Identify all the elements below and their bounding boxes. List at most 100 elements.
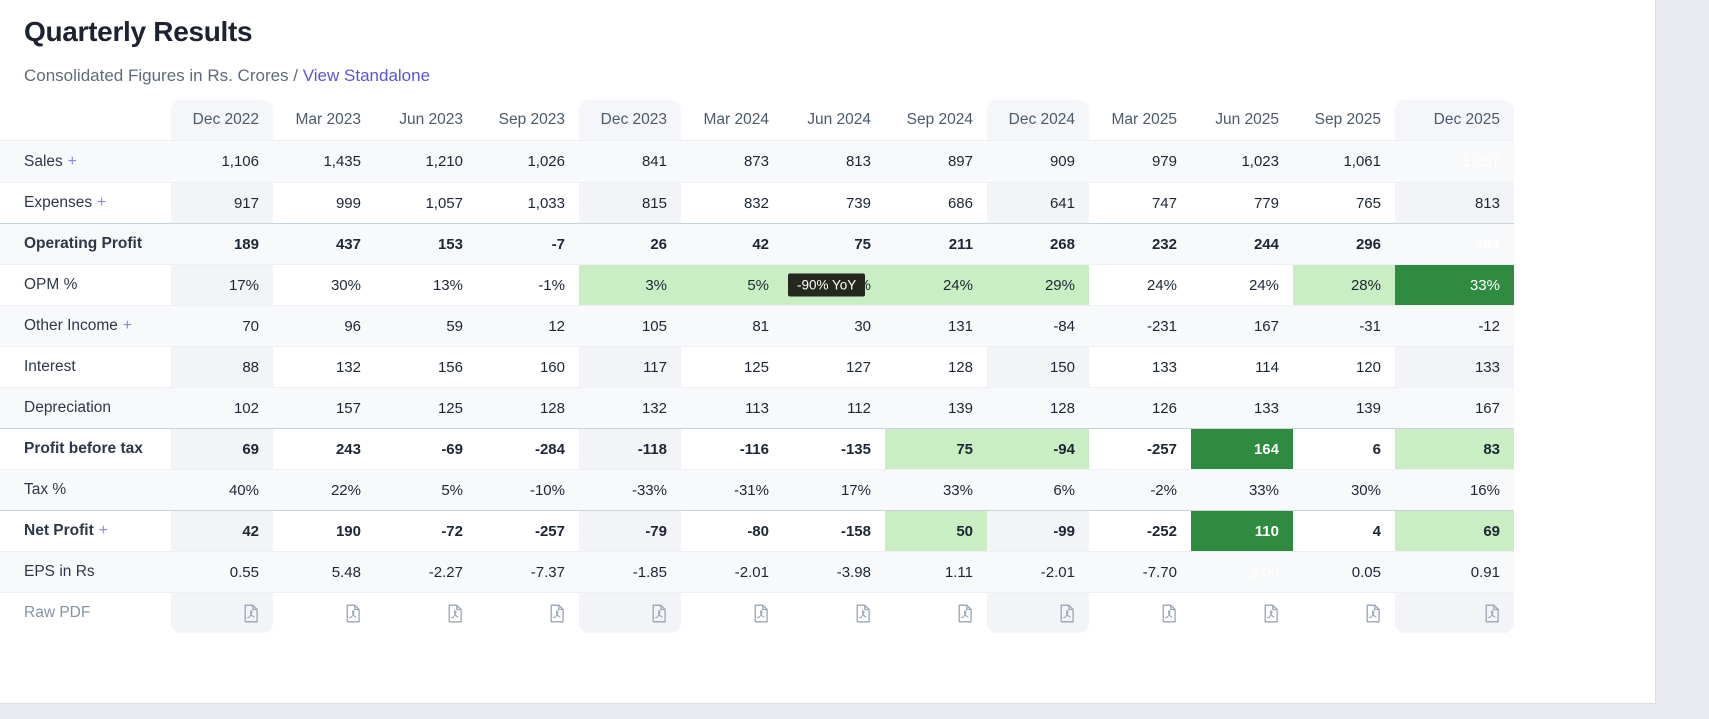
table-cell: 0.55 xyxy=(171,551,273,592)
table-cell: 167 xyxy=(1395,387,1514,428)
table-cell: 133 xyxy=(1089,346,1191,387)
table-cell: 641 xyxy=(987,182,1089,223)
table-cell: 813 xyxy=(783,141,885,182)
table-cell: 88 xyxy=(171,346,273,387)
table-cell: 5% xyxy=(375,469,477,510)
column-header: Jun 2024 xyxy=(783,100,885,141)
table-cell: 105 xyxy=(579,305,681,346)
row-label: Tax % xyxy=(0,469,171,510)
column-header: Sep 2025 xyxy=(1293,100,1395,141)
table-cell: -31% xyxy=(681,469,783,510)
table-cell: 747 xyxy=(1089,182,1191,223)
table-cell: -2.27 xyxy=(375,551,477,592)
table-cell: -99 xyxy=(987,510,1089,551)
quarterly-results-table: Dec 2022 Mar 2023 Jun 2023 Sep 2023 Dec 2023… xyxy=(0,100,1514,633)
table-cell: 268 xyxy=(987,223,1089,264)
table-row: Profit before tax 69 243 -69 -284 -118 -116 -13… xyxy=(0,428,1514,469)
table-row: Expenses +917 999 1,057 1,033 815 832 739 686 641… xyxy=(0,182,1514,223)
table-cell: -10% xyxy=(477,469,579,510)
subtitle: Consolidated Figures in Rs. Crores / Vie… xyxy=(24,65,1631,87)
yoy-tooltip: -90% YoY xyxy=(788,273,866,297)
pdf-file-icon[interactable] xyxy=(579,592,681,633)
table-cell: -284 xyxy=(477,428,579,469)
table-cell: 167 xyxy=(1191,305,1293,346)
table-cell: -7.37 xyxy=(477,551,579,592)
expand-row-button[interactable]: + xyxy=(122,317,132,334)
pdf-file-icon[interactable] xyxy=(1293,592,1395,633)
table-cell: 160 xyxy=(477,346,579,387)
table-cell: -257 xyxy=(1089,428,1191,469)
table-cell: 153 xyxy=(375,223,477,264)
table-cell: 0.91 xyxy=(1395,551,1514,592)
table-cell: 133 xyxy=(1191,387,1293,428)
table-cell: 437 xyxy=(273,223,375,264)
column-header: Sep 2024 xyxy=(885,100,987,141)
corner-cell xyxy=(0,100,171,141)
table-header-row: Dec 2022 Mar 2023 Jun 2023 Sep 2023 Dec 2023… xyxy=(0,100,1514,141)
pdf-file-icon[interactable] xyxy=(273,592,375,633)
table-cell: 211 xyxy=(885,223,987,264)
table-cell: 1,106 xyxy=(171,141,273,182)
pdf-file-icon[interactable] xyxy=(783,592,885,633)
table-cell: -158 xyxy=(783,510,885,551)
table-cell: 17% xyxy=(783,469,885,510)
table-row: Net Profit +42 190 -72 -257 -79 -80 -158 50 -99 -2… xyxy=(0,510,1514,551)
column-header: Mar 2023 xyxy=(273,100,375,141)
row-label: Interest xyxy=(0,346,171,387)
table-cell: 832 xyxy=(681,182,783,223)
column-header: Mar 2025 xyxy=(1089,100,1191,141)
table-cell: 3% xyxy=(579,264,681,305)
pdf-file-icon[interactable] xyxy=(681,592,783,633)
column-header: Sep 2023 xyxy=(477,100,579,141)
table-row: EPS in Rs 0.55 5.48 -2.27 -7.37 -1.85 -2.01 -3.… xyxy=(0,551,1514,592)
table-cell: 4 xyxy=(1293,510,1395,551)
table-cell: -1.85 xyxy=(579,551,681,592)
pdf-file-icon[interactable] xyxy=(375,592,477,633)
table-cell: 1,023 xyxy=(1191,141,1293,182)
pdf-file-icon[interactable] xyxy=(885,592,987,633)
table-cell: 29% xyxy=(987,264,1089,305)
table-cell: 16% xyxy=(1395,469,1514,510)
row-label: Expenses + xyxy=(0,182,171,223)
table-cell: 1,435 xyxy=(273,141,375,182)
pdf-file-icon[interactable] xyxy=(1191,592,1293,633)
table-cell: 5% xyxy=(681,264,783,305)
table-cell: 75 xyxy=(783,223,885,264)
table-cell: 917 xyxy=(171,182,273,223)
table-cell: 42 xyxy=(171,510,273,551)
column-header: Mar 2024 xyxy=(681,100,783,141)
section-header: Quarterly Results Consolidated Figures i… xyxy=(0,14,1655,87)
expand-row-button[interactable]: + xyxy=(97,194,107,211)
table-cell: 909 xyxy=(987,141,1089,182)
column-header: Jun 2023 xyxy=(375,100,477,141)
table-cell: 102 xyxy=(171,387,273,428)
expand-row-button[interactable]: + xyxy=(98,522,108,539)
column-header: Dec 2025 xyxy=(1395,100,1514,141)
pdf-file-icon[interactable] xyxy=(171,592,273,633)
pdf-file-icon[interactable] xyxy=(477,592,579,633)
table-cell: 17% xyxy=(171,264,273,305)
table-cell: 9%-90% YoY xyxy=(783,264,885,305)
page-title: Quarterly Results xyxy=(24,16,253,47)
row-label: Depreciation xyxy=(0,387,171,428)
table-cell: 81 xyxy=(681,305,783,346)
pdf-file-icon[interactable] xyxy=(1089,592,1191,633)
table-cell: 113 xyxy=(681,387,783,428)
table-cell: -79 xyxy=(579,510,681,551)
expand-row-button[interactable]: + xyxy=(67,152,77,170)
table-cell: 70 xyxy=(171,305,273,346)
table-cell: 128 xyxy=(885,346,987,387)
table-cell: 30 xyxy=(783,305,885,346)
view-standalone-link[interactable]: View Standalone xyxy=(302,66,431,85)
row-label: Other Income + xyxy=(0,305,171,346)
table-cell: 190 xyxy=(273,510,375,551)
table-cell: 127 xyxy=(783,346,885,387)
pdf-file-icon[interactable] xyxy=(987,592,1089,633)
table-cell: 117 xyxy=(579,346,681,387)
table-cell: 6% xyxy=(987,469,1089,510)
table-cell: -2% xyxy=(1089,469,1191,510)
pdf-file-icon[interactable] xyxy=(1395,592,1514,633)
table-cell: 2.00 xyxy=(1191,551,1293,592)
table-cell: 139 xyxy=(1293,387,1395,428)
table-cell: 189 xyxy=(171,223,273,264)
